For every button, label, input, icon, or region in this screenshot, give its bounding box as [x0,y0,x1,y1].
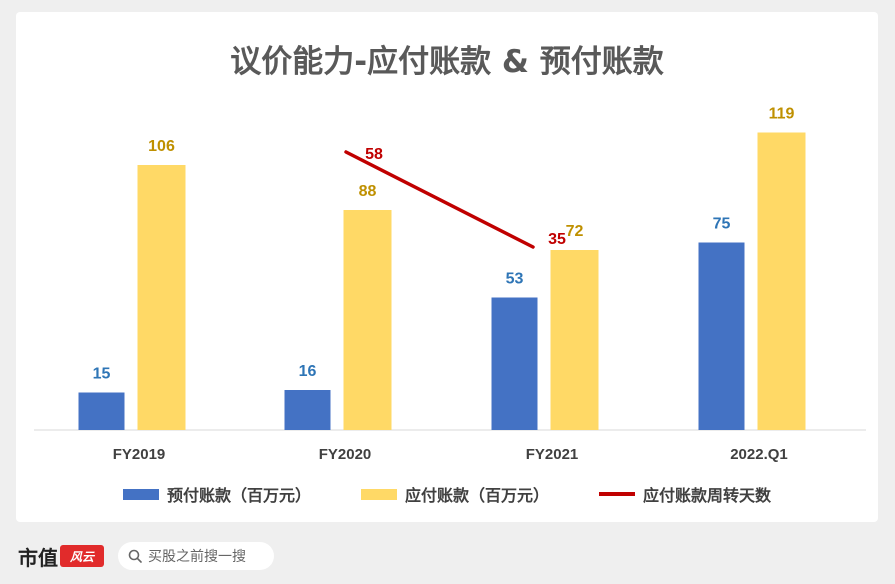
legend-label-prepaid: 预付账款（百万元） [166,486,311,505]
data-label-turnover-FY2020: 58 [365,146,383,163]
legend-label-turnover: 应付账款周转天数 [643,486,772,505]
bar-prepaid-FY2019 [78,392,125,430]
chart-title: 议价能力-应付账款 & 预付账款 [230,44,664,80]
bar-prepaid-2022.Q1 [698,242,745,430]
x-tick-label-FY2020: FY2020 [319,446,372,463]
data-label-prepaid-FY2019: 15 [93,366,111,383]
bar-payable-FY2020 [343,210,392,430]
data-label-turnover-FY2021: 35 [548,231,566,248]
x-tick-label-FY2019: FY2019 [113,446,166,463]
search-icon [128,549,142,563]
legend-swatch-prepaid [122,488,159,500]
chart-svg: 15 106 FY2019 16 88 FY2020 53 72 FY2021 75 119 2022… [34,106,866,463]
brand-mark: 风云 [60,545,104,567]
data-label-prepaid-FY2021: 53 [506,271,524,288]
bar-prepaid-FY2020 [284,390,331,430]
x-tick-label-2022.Q1: 2022.Q1 [730,446,788,463]
legend-item-turnover[interactable]: 应付账款周转天数 [599,482,771,506]
bar-prepaid-FY2021 [491,297,538,430]
legend: 预付账款（百万元） 应付账款（百万元） 应付账款周转天数 [16,482,878,506]
legend-label-payable: 应付账款（百万元） [404,486,549,505]
search-box[interactable]: 买股之前搜一搜 [118,542,274,570]
footer-bar: 市值 风云 买股之前搜一搜 [0,528,895,584]
brand-text: 市值 [18,545,58,570]
data-label-payable-2022.Q1: 119 [769,106,795,123]
legend-item-payable[interactable]: 应付账款（百万元） [360,482,549,506]
legend-swatch-payable [360,488,397,500]
legend-item-prepaid[interactable]: 预付账款（百万元） [122,482,311,506]
data-label-payable-FY2019: 106 [148,138,175,155]
search-placeholder: 买股之前搜一搜 [148,549,246,565]
data-label-prepaid-FY2020: 16 [299,363,317,380]
bar-payable-FY2019 [137,165,186,430]
data-label-payable-FY2021: 72 [566,223,584,240]
x-tick-label-FY2021: FY2021 [526,446,579,463]
legend-swatch-turnover [599,492,635,496]
brand-logo[interactable]: 市值 风云 [18,542,104,571]
data-label-prepaid-2022.Q1: 75 [713,216,731,233]
chart-card: 议价能力-应付账款 & 预付账款 15 106 FY2019 16 88 FY2020 53… [16,12,878,522]
bar-payable-2022.Q1 [757,132,806,430]
line-turnover [344,150,535,249]
data-label-payable-FY2020: 88 [359,183,377,200]
bar-payable-FY2021 [550,250,599,430]
